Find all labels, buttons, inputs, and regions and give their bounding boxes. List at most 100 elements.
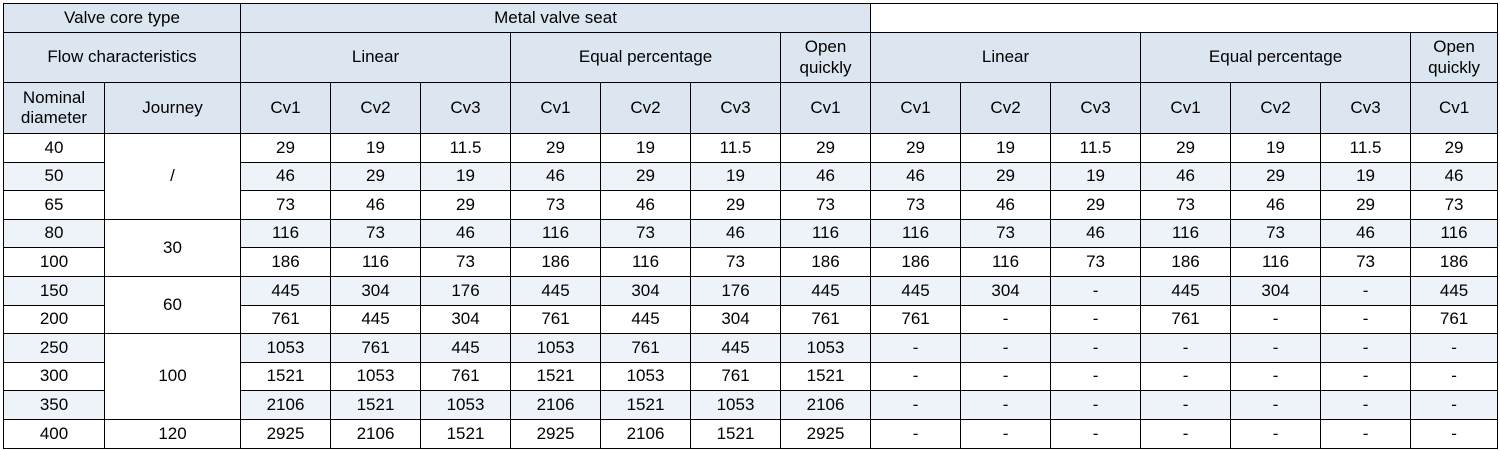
cv-value-cell: 116 (780, 218, 872, 249)
cv-value-cell: 73 (330, 218, 422, 249)
cv-value-cell: 2925 (510, 418, 602, 449)
cv-value-cell: 116 (1140, 218, 1232, 249)
nominal-diameter-cell: 65 (3, 190, 105, 220)
equal-percentage-header-2: Equal percentage (1140, 32, 1412, 83)
cv-value-cell: 116 (960, 247, 1052, 277)
cv-value-cell: 761 (510, 304, 602, 335)
cv-value-cell: 304 (420, 304, 512, 335)
cv-value-cell: - (960, 418, 1052, 449)
cv-value-cell: - (870, 418, 962, 449)
cv-value-cell: - (1230, 418, 1322, 449)
open-quickly-header-2: Open quickly (1410, 32, 1499, 83)
cv-value-cell: - (1140, 418, 1232, 449)
cv-value-cell: - (1410, 333, 1499, 363)
cv-value-cell: - (870, 361, 962, 392)
cv-value-cell: 445 (870, 275, 962, 306)
cv-value-cell: 176 (690, 275, 782, 306)
linear-header: Linear (240, 32, 512, 83)
cv-value-cell: 46 (240, 161, 332, 192)
cv-value-cell: - (1230, 390, 1322, 420)
cv2-header: Cv2 (330, 82, 422, 134)
cv-value-cell: 19 (330, 133, 422, 163)
cv-value-cell: 445 (1410, 275, 1499, 306)
cv-value-cell: 46 (330, 190, 422, 220)
cv-value-cell: 73 (1320, 247, 1412, 277)
cv-value-cell: 29 (1050, 190, 1142, 220)
cv-value-cell: - (1050, 390, 1142, 420)
cv-value-cell: 46 (960, 190, 1052, 220)
cv-value-cell: 1521 (240, 361, 332, 392)
cv-value-cell: - (1320, 361, 1412, 392)
cv-value-cell: 116 (1230, 247, 1322, 277)
cv-value-cell: 2106 (780, 390, 872, 420)
cv-value-cell: 29 (420, 190, 512, 220)
table-row: 150 60 445 304 176 445 304 176 445 445 304-445 304-… (3, 275, 1499, 335)
cv-value-cell: - (1230, 361, 1322, 392)
cv-value-cell: - (1140, 333, 1232, 363)
cv-value-cell: - (1410, 418, 1499, 449)
cv3-header: Cv3 (1320, 82, 1412, 134)
cv1-header: Cv1 (870, 82, 962, 134)
cv-value-cell: 445 (330, 304, 422, 335)
cv-value-cell: 304 (690, 304, 782, 335)
cv-value-cell: - (1410, 361, 1499, 392)
cv-value-cell: - (1050, 333, 1142, 363)
open-quickly-header: Open quickly (780, 32, 872, 83)
cv-value-cell: - (1050, 361, 1142, 392)
cv3-header: Cv3 (1050, 82, 1142, 134)
cv-value-cell: 186 (1140, 247, 1232, 277)
cv-value-cell: 46 (690, 218, 782, 249)
cv-value-cell: - (960, 304, 1052, 335)
cv-value-cell: 445 (690, 333, 782, 363)
nominal-diameter-cell: 350 (3, 390, 105, 420)
cv-value-cell: 1053 (690, 390, 782, 420)
cv-value-cell: 11.5 (420, 133, 512, 163)
cv-value-cell: - (960, 361, 1052, 392)
cv-value-cell: 46 (510, 161, 602, 192)
cv-value-cell: 46 (600, 190, 692, 220)
cv-value-cell: 11.5 (690, 133, 782, 163)
cv-value-cell: 445 (780, 275, 872, 306)
cv-value-cell: 761 (330, 333, 422, 363)
valve-cv-table: Valve core type Metal valve seat Flow ch… (2, 3, 1499, 449)
cv-value-cell: 304 (1230, 275, 1322, 306)
journey-cell: 30 (103, 218, 242, 277)
cv-value-cell: 116 (330, 247, 422, 277)
table-row: 400 120 2925 2106 1521 2925 2106 1521 2925- - - - - -… (3, 418, 1499, 449)
cv-value-cell: 46 (780, 161, 872, 192)
cv-value-cell: 2106 (330, 418, 422, 449)
cv-value-cell: 46 (420, 218, 512, 249)
cv-value-cell: 761 (1140, 304, 1232, 335)
table-body: Valve core type Metal valve seat Flow ch… (2, 3, 1499, 449)
cv-value-cell: 11.5 (1320, 133, 1412, 163)
cv-value-cell: 19 (690, 161, 782, 192)
header-row-2: Flow characteristics Linear Equal percen… (2, 32, 1499, 83)
cv-value-cell: - (1230, 304, 1322, 335)
cv-value-cell: 761 (780, 304, 872, 335)
cv-value-cell: 304 (600, 275, 692, 306)
cv-value-cell: 19 (1230, 133, 1322, 163)
cv-value-cell: 46 (1140, 161, 1232, 192)
cv-value-cell: 761 (870, 304, 962, 335)
cv-value-cell: - (1140, 361, 1232, 392)
cv-value-cell: 304 (330, 275, 422, 306)
cv-value-cell: 46 (870, 161, 962, 192)
cv-value-cell: 1521 (600, 390, 692, 420)
cv-value-cell: 29 (960, 161, 1052, 192)
valve-core-type-header: Valve core type (2, 3, 242, 33)
cv-value-cell: 73 (960, 218, 1052, 249)
metal-valve-seat-header: Metal valve seat (240, 3, 872, 33)
cv-value-cell: 186 (870, 247, 962, 277)
cv-value-cell: 761 (690, 361, 782, 392)
cv2-header: Cv2 (1230, 82, 1322, 134)
nominal-diameter-cell: 250 (3, 333, 105, 363)
cv-value-cell: - (1320, 275, 1412, 306)
cv-value-cell: 1053 (420, 390, 512, 420)
cv2-header: Cv2 (960, 82, 1052, 134)
cv-value-cell: 1053 (780, 333, 872, 363)
cv-value-cell: 73 (420, 247, 512, 277)
cv-value-cell: 445 (240, 275, 332, 306)
nominal-diameter-cell: 50 (3, 161, 105, 192)
cv-value-cell: - (960, 333, 1052, 363)
table-row: 350 2106 1521 1053 2106 1521 1053 2106- - - - - - - (3, 390, 1499, 420)
